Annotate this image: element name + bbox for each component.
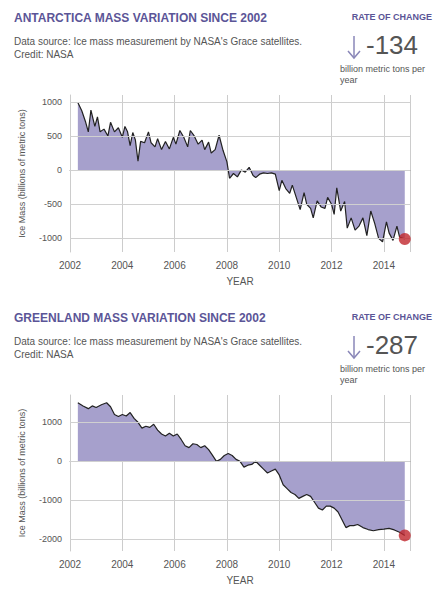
svg-text:2014: 2014 (373, 559, 396, 570)
svg-text:2010: 2010 (268, 260, 291, 271)
svg-text:2004: 2004 (111, 559, 134, 570)
svg-text:1000: 1000 (42, 97, 62, 107)
svg-text:-1000: -1000 (39, 233, 62, 243)
svg-text:2012: 2012 (320, 260, 343, 271)
svg-text:Credit: NASA: Credit: NASA (14, 349, 74, 360)
svg-text:2002: 2002 (59, 260, 82, 271)
svg-text:2014: 2014 (373, 260, 396, 271)
svg-text:Credit: NASA: Credit: NASA (14, 49, 74, 60)
svg-text:billion metric tons per: billion metric tons per (340, 64, 428, 74)
svg-text:0: 0 (57, 456, 62, 466)
svg-text:RATE OF CHANGE: RATE OF CHANGE (352, 12, 432, 22)
svg-text:2010: 2010 (268, 559, 291, 570)
svg-text:-2000: -2000 (39, 534, 62, 544)
svg-text:-1000: -1000 (39, 495, 62, 505)
svg-text:Ice Mass (billions of metric t: Ice Mass (billions of metric tons) (17, 409, 27, 538)
svg-text:-287: -287 (366, 330, 418, 360)
svg-text:2002: 2002 (59, 559, 82, 570)
svg-text:2012: 2012 (320, 559, 343, 570)
svg-text:0: 0 (57, 165, 62, 175)
svg-text:500: 500 (47, 131, 62, 141)
svg-text:-500: -500 (44, 199, 62, 209)
svg-text:RATE OF CHANGE: RATE OF CHANGE (352, 312, 432, 322)
svg-text:2008: 2008 (216, 559, 239, 570)
svg-text:2006: 2006 (163, 260, 186, 271)
svg-text:Data source: Ice mass measurem: Data source: Ice mass measurement by NAS… (14, 336, 302, 347)
svg-text:2006: 2006 (163, 559, 186, 570)
svg-text:billion metric tons per: billion metric tons per (340, 364, 428, 374)
svg-text:YEAR: YEAR (226, 575, 253, 586)
svg-text:-134: -134 (366, 30, 418, 60)
svg-text:2004: 2004 (111, 260, 134, 271)
svg-text:GREENLAND MASS VARIATION SINCE: GREENLAND MASS VARIATION SINCE 2002 (14, 311, 266, 325)
svg-text:1000: 1000 (42, 417, 62, 427)
svg-text:Ice Mass (billions of metric t: Ice Mass (billions of metric tons) (17, 109, 27, 238)
svg-text:year: year (340, 75, 358, 85)
svg-text:2008: 2008 (216, 260, 239, 271)
svg-text:year: year (340, 375, 358, 385)
svg-text:YEAR: YEAR (226, 276, 253, 287)
svg-text:ANTARCTICA MASS VARIATION SINC: ANTARCTICA MASS VARIATION SINCE 2002 (14, 11, 267, 25)
svg-text:Data source: Ice mass measurem: Data source: Ice mass measurement by NAS… (14, 36, 302, 47)
